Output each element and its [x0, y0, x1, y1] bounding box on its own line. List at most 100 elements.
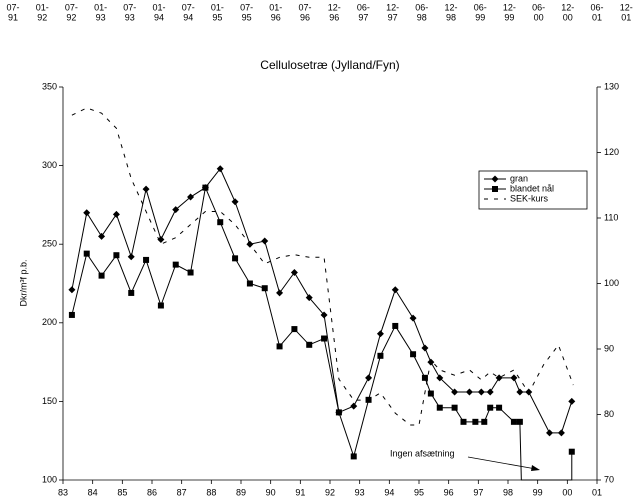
strip-label: 95	[212, 12, 222, 22]
point	[261, 237, 269, 245]
point	[157, 302, 164, 309]
strip-label: 06-	[357, 2, 370, 12]
x-tick-label: 83	[58, 487, 68, 497]
strip-label: 00	[534, 12, 544, 22]
x-tick-label: 93	[355, 487, 365, 497]
strip-label: 01-	[152, 2, 165, 12]
legend-label: SEK-kurs	[510, 193, 549, 203]
strip-label: 92	[66, 12, 76, 22]
series-line	[71, 167, 573, 434]
strip-label: 99	[475, 12, 485, 22]
point	[232, 255, 239, 262]
annotation: Ingen afsætning	[390, 448, 455, 458]
point	[436, 404, 443, 411]
point	[376, 330, 384, 338]
strip-label: 01-	[269, 2, 282, 12]
point	[510, 418, 517, 425]
point	[487, 404, 494, 411]
strip-label: 01	[621, 12, 631, 22]
point	[143, 256, 150, 263]
point	[472, 418, 479, 425]
x-tick-label: 00	[562, 487, 572, 497]
point	[495, 374, 503, 382]
series-line	[71, 185, 573, 481]
point	[451, 404, 458, 411]
chart-title: Cellulosetræ (Jylland/Fyn)	[260, 58, 399, 72]
point	[305, 294, 313, 302]
y-tick-label: 150	[42, 396, 57, 406]
point	[350, 402, 358, 410]
point	[291, 326, 298, 333]
point	[557, 429, 565, 437]
point	[172, 206, 180, 214]
strip-label: 07-	[65, 2, 78, 12]
strip-label: 96	[271, 12, 281, 22]
point	[492, 186, 498, 192]
y2-tick-label: 90	[604, 343, 614, 353]
strip-label: 97	[388, 12, 398, 22]
point	[202, 184, 209, 191]
x-tick-label: 98	[503, 487, 513, 497]
point	[409, 314, 417, 322]
series-line	[71, 107, 574, 426]
point	[436, 374, 444, 382]
strip-label: 06-	[415, 2, 428, 12]
y-axis-label: Dkr/m³f p.b.	[18, 259, 28, 306]
x-tick-label: 94	[384, 487, 394, 497]
point	[172, 261, 179, 268]
point	[481, 418, 488, 425]
strip-label: 95	[242, 12, 252, 22]
x-tick-label: 92	[325, 487, 335, 497]
x-tick-label: 84	[88, 487, 98, 497]
point	[350, 453, 357, 460]
strip-label: 01-	[36, 2, 49, 12]
point	[392, 322, 399, 329]
y2-tick-label: 130	[604, 81, 619, 91]
strip-label: 01-	[211, 2, 224, 12]
point	[246, 280, 253, 287]
strip-label: 93	[96, 12, 106, 22]
point	[391, 286, 399, 294]
strip-label: 07-	[240, 2, 253, 12]
x-tick-label: 95	[414, 487, 424, 497]
x-tick-label: 87	[177, 487, 187, 497]
y-tick-label: 350	[42, 81, 57, 91]
y-tick-label: 250	[42, 239, 57, 249]
point	[217, 219, 224, 226]
strip-label: 00	[563, 12, 573, 22]
x-tick-label: 91	[295, 487, 305, 497]
y2-tick-label: 100	[604, 278, 619, 288]
point	[157, 235, 165, 243]
point	[83, 209, 91, 217]
annotation-arrow	[467, 456, 537, 470]
point	[68, 286, 76, 294]
point	[477, 388, 485, 396]
y-tick-label: 200	[42, 317, 57, 327]
arrow-head	[531, 465, 540, 471]
legend-label: gran	[510, 173, 528, 183]
point	[187, 193, 195, 201]
strip-label: 94	[183, 12, 193, 22]
point	[276, 343, 283, 350]
point	[486, 388, 494, 396]
x-tick-label: 01	[592, 487, 602, 497]
point	[321, 335, 328, 342]
strip-label: 98	[446, 12, 456, 22]
point	[365, 374, 373, 382]
x-tick-label: 89	[236, 487, 246, 497]
x-tick-label: 90	[266, 487, 276, 497]
point	[516, 388, 524, 396]
strip-label: 12-	[503, 2, 516, 12]
strip-label: 99	[504, 12, 514, 22]
point	[290, 268, 298, 276]
point	[568, 448, 575, 455]
point	[546, 429, 554, 437]
strip-label: 96	[300, 12, 310, 22]
strip-label: 12-	[444, 2, 457, 12]
strip-label: 06-	[474, 2, 487, 12]
strip-label: 12-	[561, 2, 574, 12]
strip-label: 92	[37, 12, 47, 22]
point	[83, 250, 90, 257]
strip-label: 97	[358, 12, 368, 22]
point	[187, 269, 194, 276]
